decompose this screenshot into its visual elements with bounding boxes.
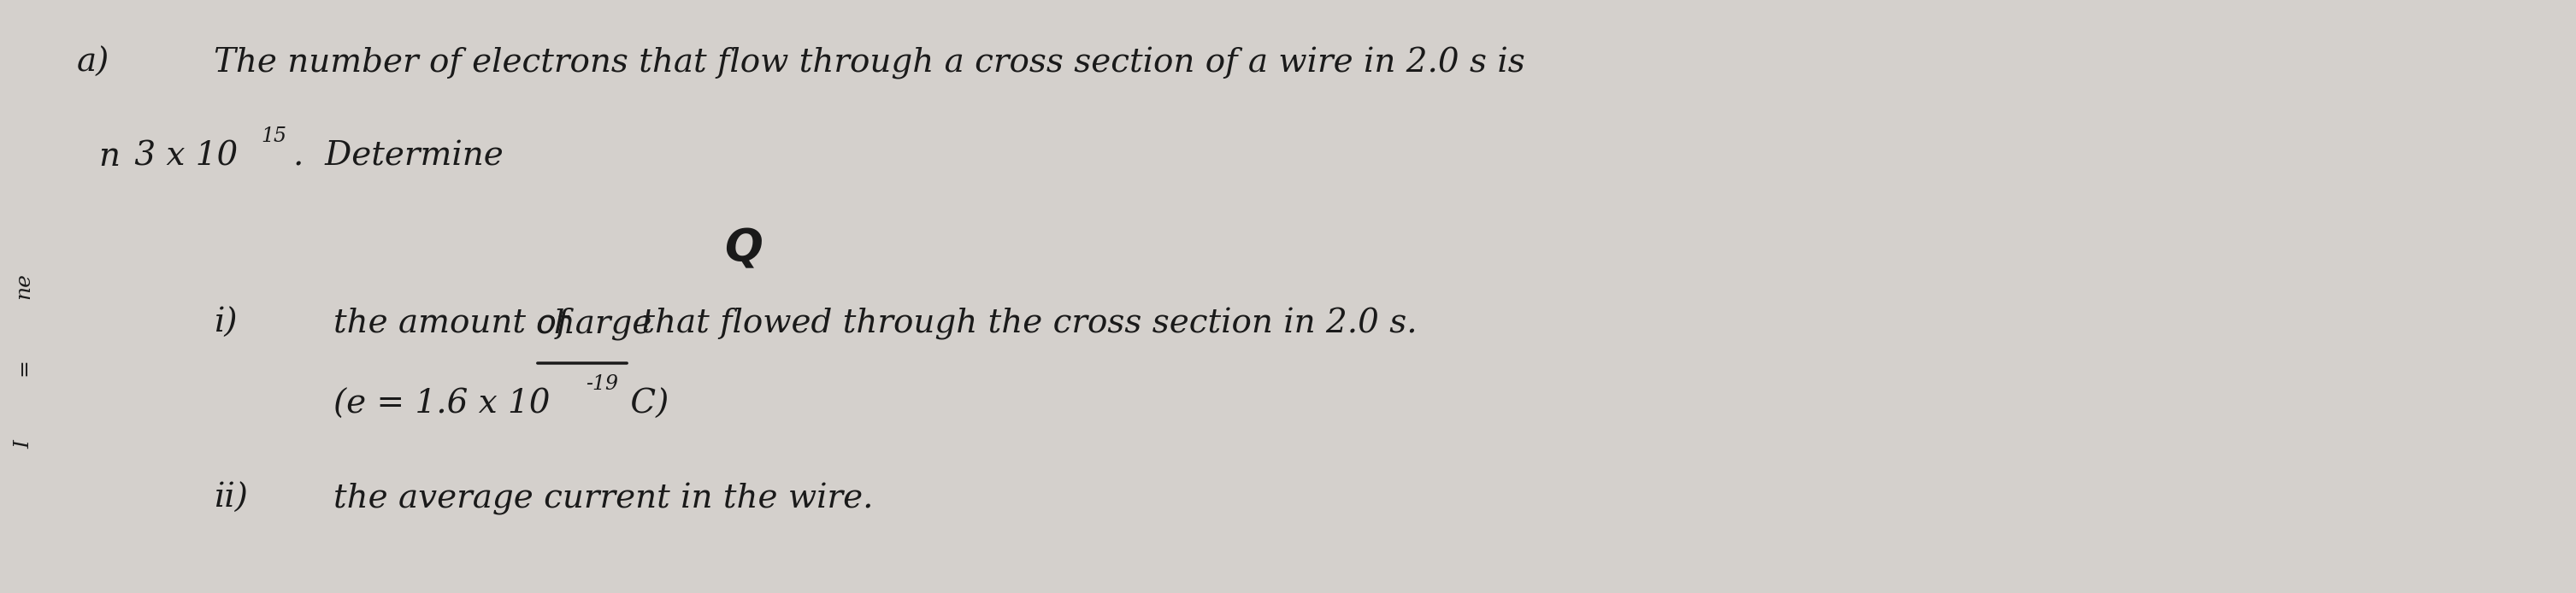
Text: the amount of: the amount of — [332, 308, 580, 339]
Text: that flowed through the cross section in 2.0 s.: that flowed through the cross section in… — [631, 308, 1417, 340]
Text: the average current in the wire.: the average current in the wire. — [332, 483, 873, 515]
Text: .  Determine: . Determine — [294, 141, 502, 173]
Text: a): a) — [77, 47, 111, 79]
Text: ii): ii) — [214, 483, 247, 514]
Text: Q: Q — [724, 227, 762, 271]
Text: ne: ne — [13, 273, 33, 299]
Text: I: I — [13, 440, 33, 448]
Text: (e = 1.6 x 10: (e = 1.6 x 10 — [332, 389, 551, 420]
Text: i): i) — [214, 308, 237, 339]
Text: 15: 15 — [260, 126, 286, 146]
Text: 3 x 10: 3 x 10 — [124, 141, 237, 173]
Text: n: n — [98, 141, 118, 173]
Text: charge: charge — [536, 308, 652, 340]
Text: -19: -19 — [585, 374, 618, 394]
Text: =: = — [13, 358, 33, 377]
Text: The number of electrons that flow through a cross section of a wire in 2.0 s is: The number of electrons that flow throug… — [214, 47, 1525, 79]
Text: C): C) — [621, 389, 670, 420]
